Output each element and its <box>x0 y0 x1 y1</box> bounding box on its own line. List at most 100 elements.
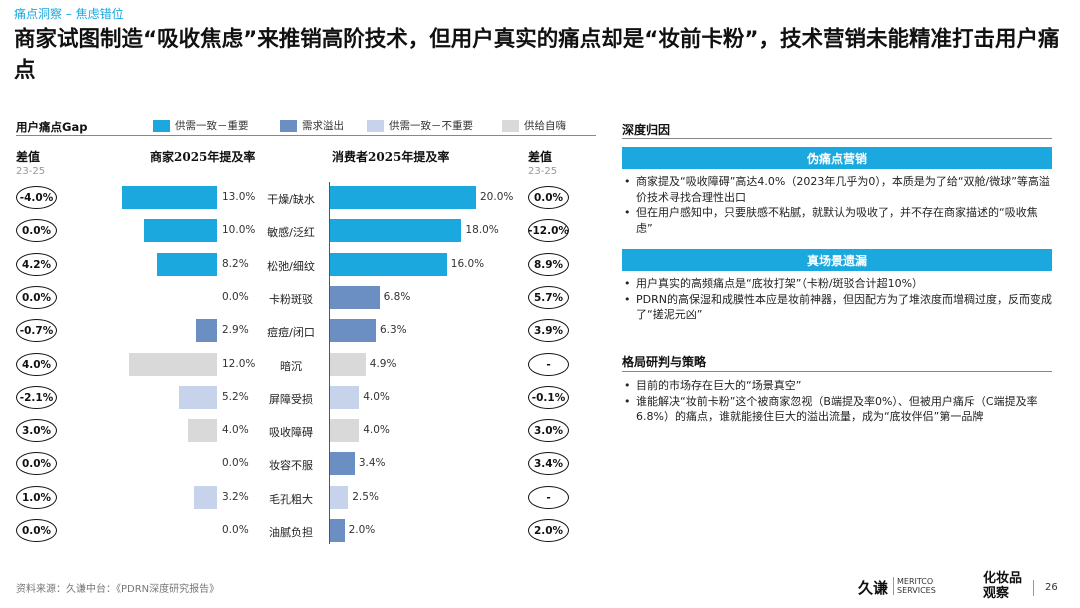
hzp-logo-line2: 观察 <box>983 586 1010 601</box>
merchant-value-label: 12.0% <box>222 358 256 370</box>
band-fake-pain-point: 伪痛点营销 <box>622 147 1052 169</box>
merchant-diff-badge: 0.0% <box>16 286 57 309</box>
category-label: 吸收障碍 <box>269 426 313 439</box>
page-number: 26 <box>1045 582 1058 593</box>
consumer-value-label: 2.5% <box>352 491 379 503</box>
merchant-value-label: 2.9% <box>222 324 249 336</box>
merchant-diff-badge: -2.1% <box>16 386 57 409</box>
category-label: 卡粉斑驳 <box>269 293 313 306</box>
consumer-bar <box>330 452 355 475</box>
legend-item-unimportant: 供需一致－不重要 <box>367 118 473 133</box>
source-note: 资料来源：久谦中台：《PDRN深度研究报告》 <box>16 584 220 595</box>
fake-pain-point-list: 商家提及“吸收障碍”高达4.0%（2023年几乎为0），本质是为了给“双舱/微球… <box>622 174 1052 236</box>
consumer-bar <box>330 519 345 542</box>
list-item: 商家提及“吸收障碍”高达4.0%（2023年几乎为0），本质是为了给“双舱/微球… <box>622 174 1052 205</box>
merchant-value-label: 5.2% <box>222 391 249 403</box>
category-label: 痘痘/闭口 <box>267 326 315 339</box>
legend-swatch <box>367 119 384 132</box>
list-item: PDRN的高保湿和成膜性本应是妆前神器，但因配方为了堆浓度而增稠过度，反而变成了… <box>622 292 1052 323</box>
merchant-diff-badge: -0.7% <box>16 319 57 342</box>
page-title: 商家试图制造“吸收焦虑”来推销高阶技术，但用户真实的痛点却是“妆前卡粉”，技术营… <box>14 27 1060 83</box>
list-item: 目前的市场存在巨大的“场景真空” <box>622 378 1052 394</box>
consumer-diff-badge: - <box>528 353 569 376</box>
left-diff-subheader: 23-25 <box>16 166 46 177</box>
footer-separator <box>1033 580 1034 596</box>
merchant-diff-badge: 3.0% <box>16 419 57 442</box>
merchant-diff-badge: 0.0% <box>16 219 57 242</box>
category-label: 干燥/缺水 <box>267 193 315 206</box>
consumer-bar <box>330 386 360 409</box>
legend-item-overflow: 需求溢出 <box>280 118 344 133</box>
consumer-bar <box>330 253 447 276</box>
chart-title: 用户痛点Gap <box>16 120 88 134</box>
merchant-bar <box>195 319 217 342</box>
section-title-strategy: 格局研判与策略 <box>622 355 707 369</box>
merchant-value-label: 8.2% <box>222 258 249 270</box>
merchant-bar <box>144 219 217 242</box>
list-item: 谁能解决“妆前卡粉”这个被商家忽视（B端提及率0%）、但被用户痛斥（C端提及率6… <box>622 394 1052 425</box>
consumer-bar <box>330 186 476 209</box>
merchant-bar <box>129 353 217 376</box>
section-divider <box>622 138 1052 139</box>
right-diff-subheader: 23-25 <box>528 166 558 177</box>
consumer-diff-badge: 2.0% <box>528 519 569 542</box>
consumer-bar <box>330 353 366 376</box>
merchant-bar <box>157 253 217 276</box>
consumer-diff-badge: 8.9% <box>528 253 569 276</box>
legend-swatch <box>280 119 297 132</box>
legend-swatch <box>502 119 519 132</box>
merchant-diff-badge: 0.0% <box>16 452 57 475</box>
merchant-bar <box>122 186 217 209</box>
consumer-value-label: 6.8% <box>383 291 411 303</box>
consumer-value-label: 20.0% <box>480 191 514 203</box>
meritco-logo: MERITCO SERVICES <box>893 577 936 595</box>
section-title-attribution: 深度归因 <box>622 123 671 137</box>
consumer-value-label: 4.9% <box>369 358 397 370</box>
band-missed-scenario: 真场景遗漏 <box>622 249 1052 271</box>
consumer-diff-badge: - <box>528 486 569 509</box>
merchant-diff-badge: 4.0% <box>16 353 57 376</box>
right-diff-header: 差值 <box>528 150 553 164</box>
merchant-value-label: 0.0% <box>222 291 249 303</box>
consumer-bar <box>330 319 376 342</box>
chart-axis-line <box>329 182 330 544</box>
merchant-bar <box>193 486 217 509</box>
consumer-value-label: 4.0% <box>363 424 390 436</box>
merchant-value-label: 3.2% <box>222 491 249 503</box>
legend-label: 供给自嗨 <box>524 120 566 132</box>
merchant-diff-badge: 4.2% <box>16 253 57 276</box>
category-label: 松弛/细纹 <box>267 260 315 273</box>
consumer-diff-badge: 5.7% <box>528 286 569 309</box>
legend-item-important: 供需一致－重要 <box>153 118 249 133</box>
consumer-value-label: 6.3% <box>379 324 407 336</box>
consumer-value-label: 18.0% <box>465 224 499 236</box>
list-item: 但在用户感知中，只要肤感不粘腻，就默认为吸收了，并不存在商家描述的“吸收焦虑” <box>622 205 1052 236</box>
consumer-bar <box>330 486 349 509</box>
consumer-value-label: 2.0% <box>348 524 376 536</box>
section-divider <box>622 371 1052 372</box>
merchant-diff-badge: 1.0% <box>16 486 57 509</box>
category-label: 妆容不服 <box>269 459 313 472</box>
category-label: 油腻负担 <box>269 526 313 539</box>
consumer-diff-badge: 3.0% <box>528 419 569 442</box>
merchant-header: 商家2025年提及率 <box>150 150 256 164</box>
merchant-value-label: 4.0% <box>222 424 249 436</box>
left-diff-header: 差值 <box>16 150 41 164</box>
cosmetics-observer-logo: 化妆品 观察 <box>983 571 1022 601</box>
legend-item-self-hype: 供给自嗨 <box>502 118 566 133</box>
merchant-value-label: 13.0% <box>222 191 256 203</box>
list-item: 用户真实的高频痛点是“底妆打架”（卡粉/斑驳合计超10%） <box>622 276 1052 292</box>
category-label: 敏感/泛红 <box>267 226 315 239</box>
merchant-diff-badge: 0.0% <box>16 519 57 542</box>
consumer-diff-badge: 3.9% <box>528 319 569 342</box>
consumer-value-label: 4.0% <box>363 391 390 403</box>
consumer-value-label: 3.4% <box>358 457 386 469</box>
consumer-header: 消费者2025年提及率 <box>332 150 450 164</box>
meritco-logo-line1: MERITCO <box>897 577 934 586</box>
breadcrumb: 痛点洞察 – 焦虑错位 <box>14 7 124 21</box>
consumer-value-label: 16.0% <box>450 258 485 270</box>
strategy-list: 目前的市场存在巨大的“场景真空” 谁能解决“妆前卡粉”这个被商家忽视（B端提及率… <box>622 378 1052 425</box>
consumer-bar <box>330 219 462 242</box>
merchant-value-label: 0.0% <box>222 457 249 469</box>
category-label: 暗沉 <box>280 360 302 373</box>
